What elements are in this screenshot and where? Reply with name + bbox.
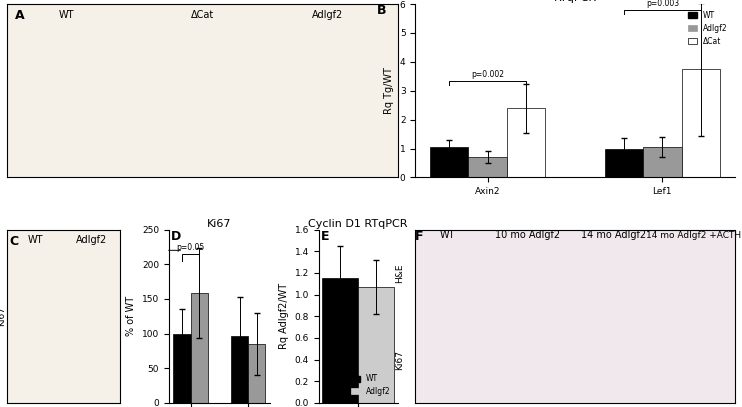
Bar	[191, 293, 208, 403]
Text: 10 mo AdIgf2: 10 mo AdIgf2	[494, 230, 559, 240]
Title: Ki67: Ki67	[207, 219, 232, 229]
Bar	[174, 334, 191, 403]
Bar	[231, 336, 248, 403]
Bar	[358, 287, 394, 403]
Text: F: F	[416, 230, 424, 243]
Title: RTqPCR: RTqPCR	[554, 0, 597, 3]
Y-axis label: Rq AdIgf2/WT: Rq AdIgf2/WT	[279, 283, 289, 349]
Bar	[322, 278, 358, 403]
Bar	[605, 149, 643, 177]
Text: E: E	[321, 230, 329, 243]
Text: C: C	[10, 235, 19, 248]
Bar	[682, 69, 720, 177]
Title: Cyclin D1 RTqPCR: Cyclin D1 RTqPCR	[309, 219, 408, 229]
Text: D: D	[171, 230, 181, 243]
Text: p=0.003: p=0.003	[646, 0, 679, 9]
Text: A: A	[16, 9, 24, 22]
Legend: WT, AdIgf2, ΔCat: WT, AdIgf2, ΔCat	[685, 8, 731, 49]
Text: WT: WT	[58, 10, 73, 20]
Text: WT: WT	[439, 230, 455, 240]
Text: p=0.002: p=0.002	[471, 70, 504, 79]
Text: AdIgf2: AdIgf2	[312, 10, 343, 20]
Text: H&E: H&E	[395, 263, 404, 282]
Bar	[430, 147, 468, 177]
Bar	[248, 344, 266, 403]
Text: B: B	[377, 4, 387, 17]
Text: AdIgf2: AdIgf2	[76, 235, 108, 245]
Text: p=0.05: p=0.05	[177, 243, 205, 252]
Y-axis label: Rq Tg/WT: Rq Tg/WT	[384, 67, 394, 114]
Legend: WT, AdIgf2: WT, AdIgf2	[348, 371, 394, 399]
Bar	[468, 157, 507, 177]
Text: Ki67: Ki67	[395, 350, 404, 370]
Text: Ki67: Ki67	[0, 306, 6, 326]
Text: 14 mo AdIgf2: 14 mo AdIgf2	[581, 230, 646, 240]
Y-axis label: % of WT: % of WT	[126, 296, 137, 336]
Text: ΔCat: ΔCat	[191, 10, 214, 20]
Bar	[507, 108, 545, 177]
Text: 14 mo AdIgf2 +ACTH: 14 mo AdIgf2 +ACTH	[646, 231, 741, 240]
Bar	[643, 147, 682, 177]
Text: WT: WT	[27, 235, 43, 245]
